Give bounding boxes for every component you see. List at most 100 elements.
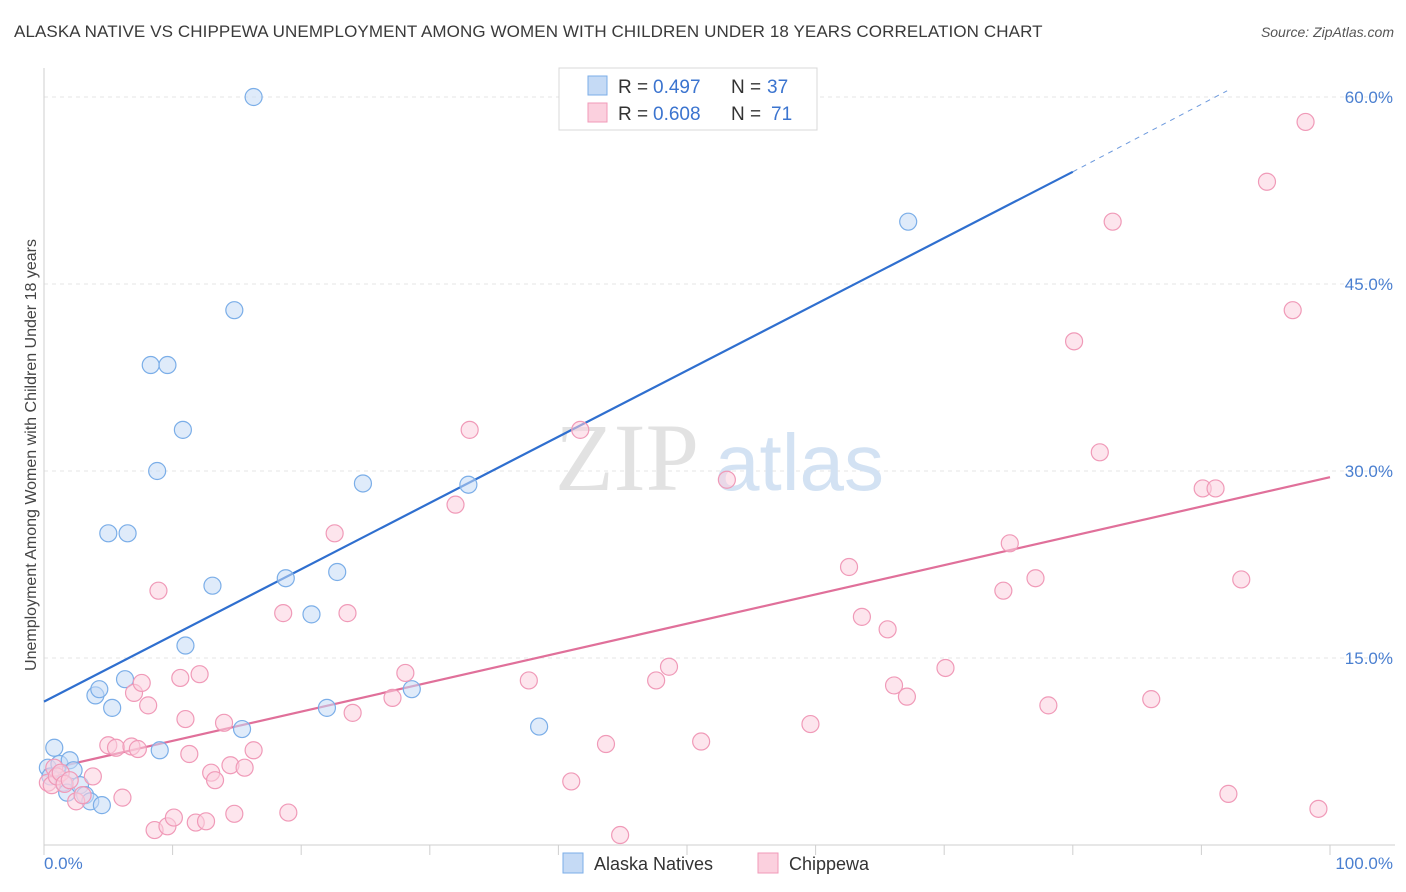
point-chippewa-61 xyxy=(1000,534,1019,553)
point-chippewa-33 xyxy=(235,758,254,777)
point-alaska-13 xyxy=(118,524,137,543)
point-chippewa-67 xyxy=(1142,690,1161,709)
point-alaska-20 xyxy=(148,461,167,481)
series-chippewa xyxy=(38,112,1328,845)
legend-swatch-alaska xyxy=(587,75,608,96)
point-chippewa-11 xyxy=(106,738,126,757)
legend-n-value-chippewa: 71 xyxy=(771,104,792,125)
bottom-legend-label-chippewa: Chippewa xyxy=(789,854,870,874)
point-chippewa-9 xyxy=(83,767,102,786)
point-chippewa-73 xyxy=(1283,301,1302,320)
bottom-legend-swatch-alaska xyxy=(562,852,584,874)
point-chippewa-21 xyxy=(164,808,183,827)
point-chippewa-6 xyxy=(60,771,79,790)
y-tick-labels: 15.0% 30.0% 45.0% 60.0% xyxy=(1345,88,1393,668)
point-chippewa-14 xyxy=(128,739,147,759)
point-chippewa-23 xyxy=(176,709,195,729)
point-chippewa-62 xyxy=(1026,569,1045,588)
point-chippewa-59 xyxy=(936,658,955,678)
point-chippewa-70 xyxy=(1219,784,1238,803)
point-alaska-19 xyxy=(158,355,177,375)
point-chippewa-49 xyxy=(647,671,666,690)
point-chippewa-47 xyxy=(596,734,616,754)
point-alaska-35 xyxy=(530,717,549,736)
point-chippewa-58 xyxy=(897,687,917,706)
point-chippewa-48 xyxy=(611,825,630,845)
point-chippewa-16 xyxy=(132,673,151,693)
y-tick-label-60: 60.0% xyxy=(1345,88,1393,107)
point-chippewa-26 xyxy=(190,665,209,684)
point-chippewa-42 xyxy=(446,495,465,514)
point-chippewa-35 xyxy=(274,604,293,623)
point-chippewa-71 xyxy=(1232,570,1251,589)
point-chippewa-17 xyxy=(139,696,158,715)
point-chippewa-38 xyxy=(338,604,357,623)
legend-n-label-alaska: N = xyxy=(731,77,761,98)
point-chippewa-50 xyxy=(659,657,679,676)
point-chippewa-34 xyxy=(244,741,263,760)
y-tick-label-15: 15.0% xyxy=(1345,649,1393,668)
point-chippewa-40 xyxy=(383,688,402,707)
y-axis-label: Unemployment Among Women with Children U… xyxy=(23,239,40,671)
point-chippewa-8 xyxy=(73,786,92,805)
point-chippewa-45 xyxy=(562,772,581,791)
point-alaska-34 xyxy=(459,475,478,494)
series-alaska-natives xyxy=(38,87,918,815)
point-alaska-2 xyxy=(45,738,64,757)
point-chippewa-19 xyxy=(149,581,168,600)
point-alaska-29 xyxy=(302,605,321,624)
point-alaska-12 xyxy=(99,524,118,543)
source-label: Source: ZipAtlas.com xyxy=(1260,24,1394,40)
point-chippewa-63 xyxy=(1039,696,1058,715)
point-alaska-23 xyxy=(150,741,169,760)
point-chippewa-74 xyxy=(1296,112,1315,132)
trend-line-chippewa xyxy=(43,476,1331,772)
point-chippewa-24 xyxy=(180,744,199,764)
point-chippewa-12 xyxy=(113,788,132,807)
point-chippewa-51 xyxy=(692,732,711,751)
point-chippewa-75 xyxy=(1309,799,1328,818)
point-alaska-36 xyxy=(899,212,918,231)
series-legend: Alaska Natives Chippewa xyxy=(562,852,870,874)
point-chippewa-30 xyxy=(214,713,234,732)
point-chippewa-72 xyxy=(1257,172,1277,191)
trend-line-alaska xyxy=(43,170,1074,703)
x-tick-label-max: 100.0% xyxy=(1335,854,1393,873)
point-chippewa-29 xyxy=(205,771,225,790)
legend-r-label-chippewa: R = xyxy=(618,104,648,125)
point-chippewa-60 xyxy=(994,581,1013,600)
point-alaska-24 xyxy=(203,576,222,595)
point-chippewa-66 xyxy=(1103,212,1122,231)
axes xyxy=(43,68,1395,855)
point-chippewa-27 xyxy=(196,812,216,831)
point-alaska-25 xyxy=(225,301,244,320)
legend-n-label-chippewa: N = xyxy=(731,104,761,125)
point-alaska-11 xyxy=(92,796,111,815)
legend-r-value-chippewa: 0.608 xyxy=(653,104,701,125)
point-alaska-21 xyxy=(173,420,192,439)
bottom-legend-label-alaska: Alaska Natives xyxy=(594,854,713,874)
point-chippewa-54 xyxy=(839,557,859,577)
stats-legend: R = 0.497 N = 37 R = 0.608 N = 71 xyxy=(558,67,818,131)
point-chippewa-69 xyxy=(1206,479,1225,498)
point-chippewa-36 xyxy=(279,803,298,822)
point-chippewa-41 xyxy=(396,663,415,683)
point-chippewa-37 xyxy=(325,524,344,543)
x-tick-labels: 0.0% 100.0% xyxy=(44,854,1393,873)
point-alaska-27 xyxy=(244,87,263,107)
point-alaska-26 xyxy=(232,719,252,739)
point-alaska-22 xyxy=(176,636,195,655)
point-chippewa-57 xyxy=(884,676,904,695)
point-alaska-16 xyxy=(103,698,122,717)
point-chippewa-46 xyxy=(571,420,590,439)
point-chippewa-65 xyxy=(1090,443,1109,462)
point-chippewa-55 xyxy=(852,607,871,626)
legend-swatch-chippewa xyxy=(587,102,608,123)
bottom-legend-swatch-chippewa xyxy=(757,852,779,874)
legend-r-label-alaska: R = xyxy=(618,77,648,98)
legend-r-value-alaska: 0.497 xyxy=(653,77,701,98)
point-alaska-28 xyxy=(276,569,295,588)
watermark: ZIP atlas xyxy=(555,404,884,511)
point-alaska-30 xyxy=(317,698,337,717)
